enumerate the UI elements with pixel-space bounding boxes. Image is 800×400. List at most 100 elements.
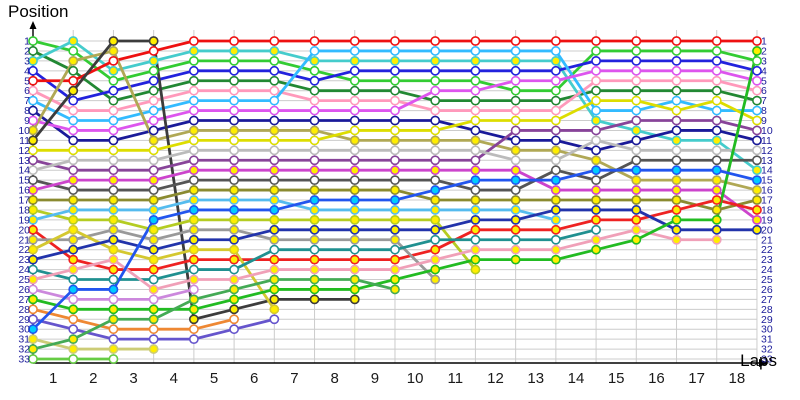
marker-car-forest xyxy=(188,75,199,86)
marker-car-navy xyxy=(470,125,481,136)
marker-car-lime xyxy=(349,75,360,86)
marker-car-skyblue xyxy=(631,105,642,116)
marker-car-pink2 xyxy=(108,254,119,265)
marker-car-red xyxy=(470,36,481,46)
x-tick: 13 xyxy=(527,370,544,387)
marker-car-seagreen xyxy=(349,274,360,285)
marker-car-lime xyxy=(631,46,642,56)
marker-car-violet xyxy=(108,125,119,136)
marker-car-purple xyxy=(108,165,119,176)
marker-car-pink xyxy=(349,95,360,106)
marker-car-forest xyxy=(108,95,119,106)
marker-car-lime xyxy=(68,46,79,56)
marker-car-gray2 xyxy=(229,224,239,235)
chart-title: Position xyxy=(8,2,69,21)
marker-car-pink xyxy=(269,85,280,96)
marker-car-olive xyxy=(68,195,79,205)
marker-car-yellow xyxy=(711,95,722,106)
marker-car-black xyxy=(309,294,320,305)
marker-car-olive xyxy=(309,185,320,195)
marker-car-navy xyxy=(188,115,199,126)
y-tick-left: 8 xyxy=(24,105,30,117)
marker-car-pink xyxy=(591,75,601,86)
y-tick-right: 6 xyxy=(761,85,767,97)
marker-car-pink xyxy=(631,75,642,86)
marker-car-khaki2 xyxy=(148,344,159,354)
marker-car-skyblue xyxy=(188,95,199,106)
marker-car-pink xyxy=(108,105,119,116)
marker-car-purple xyxy=(28,155,38,166)
marker-car-navy2 xyxy=(711,224,722,235)
marker-car-turquoise xyxy=(108,65,119,76)
marker-car-violet xyxy=(309,105,320,116)
marker-car-violet xyxy=(349,105,360,116)
marker-car-skyblue xyxy=(68,115,79,126)
x-tick: 14 xyxy=(568,370,585,387)
marker-car-purple xyxy=(309,155,320,166)
marker-car-pink xyxy=(430,105,441,116)
y-tick-right: 31 xyxy=(761,334,773,346)
marker-car-darkkhaki xyxy=(188,125,199,136)
y-tick-right: 28 xyxy=(761,304,773,316)
marker-car-navy2 xyxy=(188,234,199,245)
marker-car-forest xyxy=(470,95,481,106)
marker-car-yellowgreen xyxy=(108,214,119,225)
marker-car-silver xyxy=(108,155,119,166)
marker-car-navy xyxy=(390,115,400,126)
marker-car-slateblue xyxy=(188,334,199,345)
marker-car-navy xyxy=(430,115,441,126)
marker-car-magenta xyxy=(631,185,642,195)
marker-car-red2 xyxy=(309,254,320,265)
series-line-car-pink2 xyxy=(31,228,719,291)
marker-car-green3 xyxy=(108,354,119,364)
y-tick-left: 1 xyxy=(24,36,30,48)
marker-car-teal xyxy=(430,234,441,245)
marker-car-blue xyxy=(711,55,722,66)
marker-car-lime xyxy=(430,75,441,86)
y-tick-left: 28 xyxy=(18,304,30,316)
marker-car-silver xyxy=(148,155,159,166)
marker-car-royal xyxy=(430,185,441,195)
marker-car-pink2 xyxy=(631,224,642,235)
marker-car-forest xyxy=(671,85,682,96)
marker-car-red2 xyxy=(269,254,280,265)
marker-car-green-charger xyxy=(188,304,199,315)
marker-car-yellowgreen xyxy=(269,214,280,225)
marker-car-pink2 xyxy=(309,264,320,275)
marker-car-yellowgreen xyxy=(349,214,360,225)
marker-car-violet xyxy=(631,65,642,76)
marker-car-red xyxy=(591,36,601,46)
x-tick: 18 xyxy=(729,370,746,387)
marker-car-royal xyxy=(550,175,561,186)
marker-car-yellow xyxy=(752,115,762,126)
marker-car-yellowgreen xyxy=(430,214,441,225)
marker-car-gold xyxy=(229,244,239,255)
marker-car-pink2 xyxy=(591,234,601,245)
marker-car-silver xyxy=(510,155,521,166)
marker-car-red2 xyxy=(711,195,722,205)
marker-car-skyblue xyxy=(148,105,159,116)
y-tick-left: 24 xyxy=(18,264,30,276)
x-tick: 1 xyxy=(49,370,57,387)
marker-car-turquoise xyxy=(390,55,400,66)
marker-car-olive xyxy=(188,185,199,195)
marker-car-black xyxy=(108,36,119,46)
marker-car-navy2 xyxy=(309,224,320,235)
x-axis-label: Laps xyxy=(740,351,777,370)
marker-car-orange xyxy=(68,314,79,325)
marker-car-black xyxy=(269,294,280,305)
y-tick-left: 23 xyxy=(18,254,30,266)
marker-car-turquoise xyxy=(430,55,441,66)
marker-car-teal xyxy=(470,234,481,245)
y-tick-left: 15 xyxy=(18,175,30,187)
marker-car-yellow xyxy=(671,105,682,116)
marker-car-darkgray xyxy=(68,185,79,195)
x-tick: 17 xyxy=(688,370,705,387)
marker-car-khaki2 xyxy=(28,334,38,345)
marker-car-black xyxy=(188,314,199,325)
marker-car-slateblue xyxy=(28,314,38,325)
marker-car-slateblue xyxy=(68,324,79,335)
y-tick-left: 14 xyxy=(18,165,30,177)
marker-car-darkkhaki xyxy=(591,155,601,166)
